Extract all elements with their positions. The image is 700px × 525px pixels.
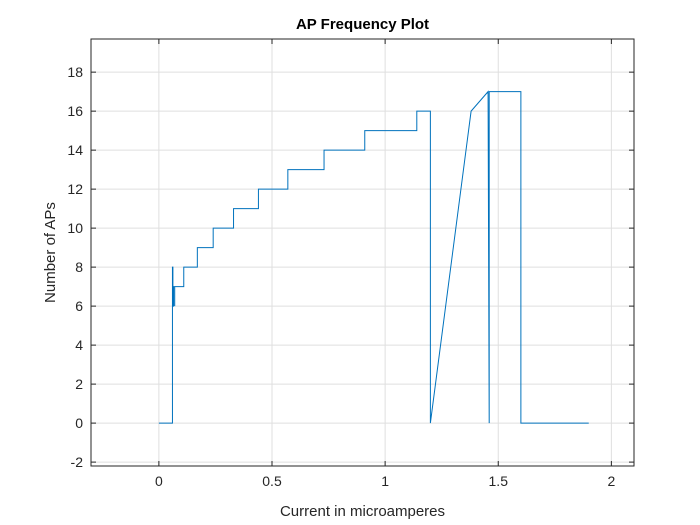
y-tick-label: -2 [71,454,84,470]
y-tick-label: 0 [75,415,83,431]
x-tick-label: 1.5 [489,473,509,489]
axis-ticks [91,39,634,466]
chart-title: AP Frequency Plot [296,16,429,33]
tick-labels: 0 0.5 1 1.5 2 -2 0 2 4 6 8 10 12 14 16 18 [67,64,615,489]
y-tick-label: 10 [67,220,83,236]
y-tick-label: 6 [75,298,83,314]
x-axis-label: Current in microamperes [280,503,445,520]
x-tick-label: 1 [381,473,389,489]
y-tick-label: 18 [67,64,83,80]
series-line [158,90,589,424]
plot-frame [90,38,635,467]
y-tick-label: 12 [67,181,83,197]
x-tick-label: 2 [607,473,615,489]
y-tick-label: 2 [75,376,83,392]
x-tick-label: 0 [155,473,163,489]
y-axis-label: Number of APs [42,202,59,303]
x-tick-label: 0.5 [262,473,282,489]
plot-area [91,39,634,466]
y-tick-label: 14 [67,142,83,158]
y-tick-label: 8 [75,259,83,275]
data-series [158,90,589,424]
y-tick-label: 4 [75,337,83,353]
y-tick-label: 16 [67,103,83,119]
